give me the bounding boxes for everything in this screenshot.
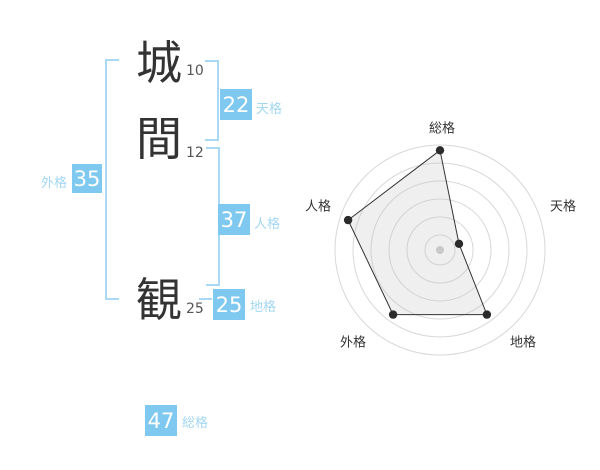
soukaku-label: 総格 (182, 416, 209, 431)
grid-ring (334, 144, 546, 356)
data-point (454, 239, 464, 248)
surname-char-1-strokes: 10 (186, 63, 204, 79)
tenkaku-badge: 22 (220, 89, 252, 120)
tenkaku-bracket (205, 60, 219, 141)
surname-char-2-strokes: 12 (186, 145, 204, 161)
givenname-char-1: 観 (136, 273, 182, 327)
data-point (482, 310, 492, 319)
axis-label: 地格 (510, 335, 536, 351)
axis-label: 人格 (305, 199, 331, 215)
givenname-char-1-strokes: 25 (186, 301, 204, 317)
surname-char-1: 城 (136, 36, 182, 90)
grid-ring (406, 216, 474, 284)
tenkaku-label: 天格 (256, 102, 283, 117)
axis-label: 総格 (429, 121, 455, 137)
data-point (343, 215, 353, 225)
grid-ring (388, 198, 492, 302)
grid-ring (352, 162, 528, 338)
data-polygon (347, 149, 488, 316)
gaikaku-badge: 35 (72, 164, 102, 193)
axis-label: 天格 (550, 199, 576, 215)
data-point (435, 146, 445, 155)
surname-char-2: 間 (136, 112, 182, 166)
grid-ring (424, 234, 456, 266)
gaikaku-label: 外格 (40, 176, 67, 191)
jinkaku-badge: 37 (218, 204, 250, 235)
gaikaku-bracket (105, 59, 119, 300)
chikaku-connector (199, 298, 212, 300)
axis-label: 外格 (340, 335, 366, 351)
soukaku-badge: 47 (145, 405, 177, 436)
chikaku-badge: 25 (213, 289, 245, 320)
jinkaku-label: 人格 (254, 217, 281, 232)
chikaku-label: 地格 (250, 300, 277, 315)
data-point (388, 310, 398, 319)
grid-ring (370, 180, 510, 320)
center-dot (436, 246, 444, 254)
